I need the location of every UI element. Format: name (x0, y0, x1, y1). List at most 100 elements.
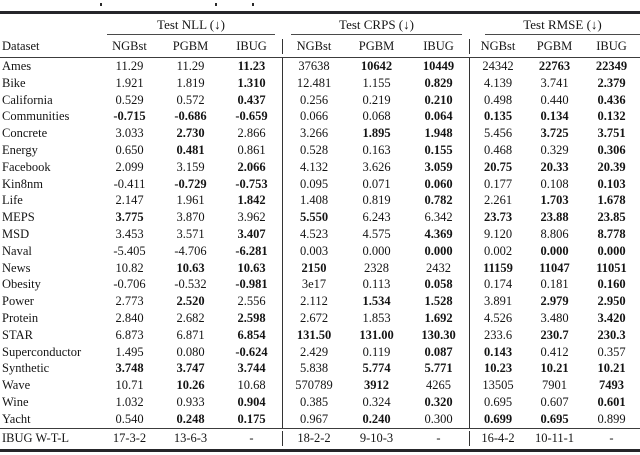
value-cell: 0.385 (299, 394, 329, 409)
table-row: MSD 3.453 3.571 3.407 4.523 4.575 4.369 9.120 8.… (0, 225, 640, 243)
value-cell: -0.981 (221, 276, 283, 294)
value-cell: 37638 (298, 59, 330, 73)
value-cell: 10.23 (483, 361, 513, 376)
value-cell: -0.729 (174, 176, 207, 191)
column-header-row: Dataset NGBst PGBM IBUG NGBst PGBM IBUG … (0, 35, 640, 58)
value-cell: 0.357 (597, 344, 626, 359)
value-cell: 3e17 (301, 277, 327, 292)
value-cell: -0.686 (174, 109, 207, 124)
value-cell: 6.854 (221, 326, 283, 344)
dataset-name: Energy (2, 142, 38, 157)
value-cell: 4.139 (483, 75, 513, 90)
value-cell: 10.82 (115, 260, 144, 275)
value-cell: 23.85 (597, 210, 626, 225)
value-cell: 10642 (360, 59, 393, 73)
value-cell: 5.456 (483, 126, 513, 141)
value-cell: 5.774 (362, 361, 391, 376)
value-cell: 22763 (538, 59, 571, 73)
value-cell: 0.160 (597, 277, 626, 292)
value-cell: 0.498 (483, 92, 513, 107)
value-cell: 230.3 (597, 327, 626, 342)
value-cell: 0.000 (597, 243, 626, 258)
value-cell: 0.607 (540, 394, 569, 409)
value-cell: 7901 (542, 378, 567, 393)
table-top-rule (0, 11, 640, 14)
col-header-ibug: IBUG (408, 38, 470, 54)
metric-group-header-row: Test NLL (↓) Test CRPS (↓) Test RMSE (↓) (0, 14, 640, 35)
dataset-name: Wine (2, 394, 29, 409)
value-cell: 0.119 (362, 344, 391, 359)
value-cell: 0.933 (176, 394, 205, 409)
value-cell: 11.23 (221, 58, 283, 75)
value-cell: 0.468 (483, 142, 513, 157)
value-cell: 1.495 (115, 344, 144, 359)
table-row: Ames 11.29 11.29 11.23 37638 10642 10449 24342 2… (0, 58, 640, 75)
value-cell: 22349 (595, 59, 628, 73)
value-cell: 0.437 (221, 91, 283, 109)
value-cell: 0.320 (408, 393, 470, 411)
dataset-name: Ames (2, 59, 32, 73)
value-cell: 3.870 (176, 210, 205, 225)
value-cell: 2.556 (221, 293, 283, 310)
table-row: News 10.82 10.63 10.63 2150 2328 2432 11159 1104… (0, 259, 640, 277)
value-cell: 1.895 (362, 126, 391, 141)
value-cell: 1.948 (408, 125, 470, 142)
value-cell: 1.528 (408, 293, 470, 310)
value-cell: 0.177 (483, 176, 513, 191)
value-cell: 0.324 (362, 394, 391, 409)
dataset-name: Naval (2, 243, 32, 258)
table-row: STAR 6.873 6.871 6.854 131.50 131.00 130.30 233… (0, 326, 640, 344)
value-cell: 0.601 (597, 394, 626, 409)
value-cell: 0.650 (115, 142, 144, 157)
value-cell: 4265 (408, 377, 470, 394)
dataset-name: MSD (2, 226, 30, 241)
value-cell: 10.21 (540, 361, 569, 376)
value-cell: 6.871 (176, 327, 205, 342)
value-cell: 0.134 (540, 109, 569, 124)
value-cell: 0.000 (408, 242, 470, 260)
value-cell: 2150 (301, 260, 327, 275)
value-cell: 6.243 (362, 210, 391, 225)
value-cell: 131.00 (359, 327, 394, 342)
value-cell: 0.174 (483, 277, 513, 292)
value-cell: 10.63 (221, 259, 283, 277)
value-cell: 10.21 (597, 361, 626, 376)
value-cell: 0.861 (221, 141, 283, 159)
value-cell: 10.63 (176, 260, 205, 275)
value-cell: 0.899 (597, 411, 626, 426)
table-row: Facebook 2.099 3.159 2.066 4.132 3.626 3.059 20… (0, 158, 640, 176)
value-cell: 0.256 (299, 92, 329, 107)
group-header-rmse: Test RMSE (↓) (485, 17, 640, 35)
value-cell: 7493 (599, 378, 624, 393)
value-cell: -0.659 (221, 108, 283, 126)
value-cell: 11.29 (115, 59, 144, 73)
value-cell: 2.429 (299, 344, 329, 359)
value-cell: 2.950 (597, 294, 626, 309)
value-cell: 11047 (539, 260, 570, 275)
value-cell: 0.819 (362, 193, 391, 208)
col-header-ngbst: NGBst (480, 38, 516, 53)
value-cell: 1.534 (362, 294, 391, 309)
value-cell: 0.108 (540, 176, 569, 191)
value-cell: 570789 (295, 378, 333, 393)
table-row: Yacht 0.540 0.248 0.175 0.967 0.240 0.300 0.699… (0, 410, 640, 428)
value-cell: 0.440 (540, 92, 569, 107)
value-cell: 0.240 (362, 411, 391, 426)
table-row: Bike 1.921 1.819 1.310 12.481 1.155 0.829 4.139… (0, 74, 640, 92)
value-cell: 1.155 (362, 75, 391, 90)
wtl-summary-row: IBUG W-T-L 17-3-2 13-6-3 - 18-2-2 9-10-3… (0, 429, 640, 449)
value-cell: -0.706 (113, 277, 146, 292)
dataset-name: STAR (2, 327, 33, 342)
footer-separator-rule (0, 427, 640, 429)
wtl-value: 17-3-2 (112, 431, 147, 446)
value-cell: 2.066 (221, 158, 283, 176)
value-cell: 2432 (408, 259, 470, 277)
table-bottom-rule (0, 448, 640, 452)
value-cell: 3.747 (176, 361, 205, 376)
value-cell: 0.135 (483, 109, 513, 124)
value-cell: 0.060 (408, 175, 470, 193)
value-cell: 0.000 (540, 243, 569, 258)
value-cell: 3.420 (597, 310, 626, 325)
col-header-ngbst: NGBst (112, 38, 147, 53)
value-cell: 0.904 (221, 393, 283, 411)
